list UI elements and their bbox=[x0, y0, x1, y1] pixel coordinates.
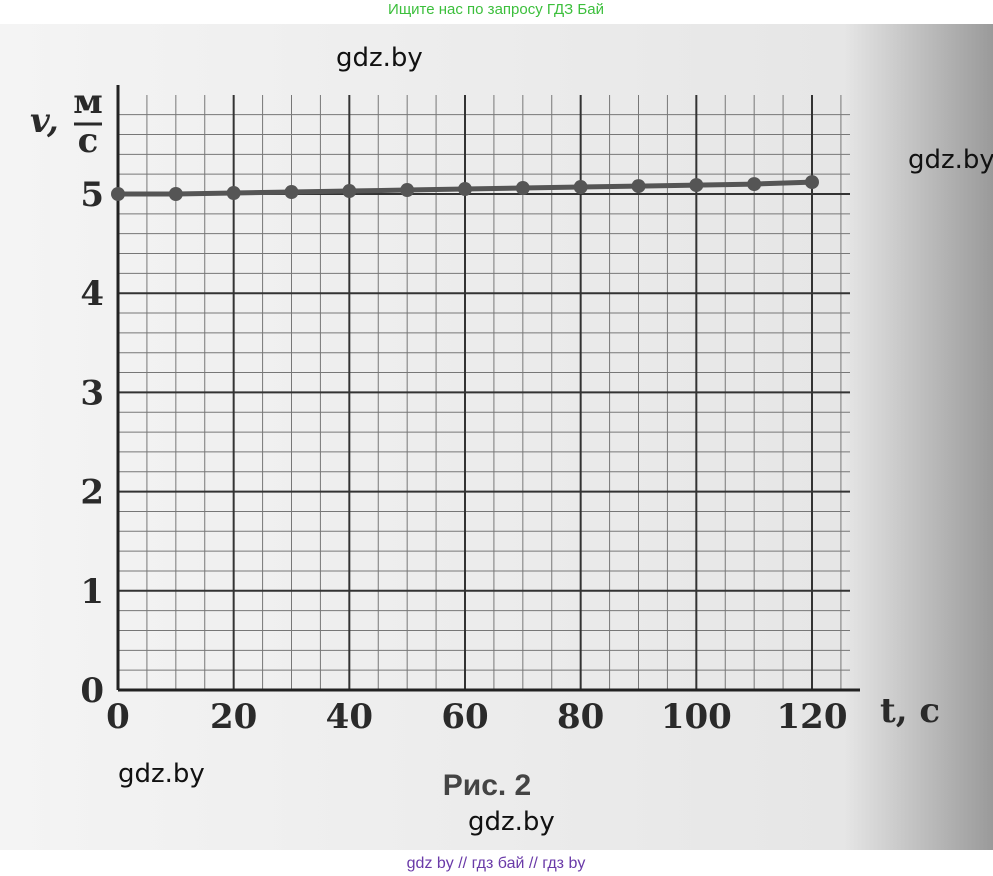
watermark: gdz.by bbox=[336, 43, 423, 73]
watermark: gdz.by bbox=[118, 759, 205, 789]
x-tick-label: 40 bbox=[326, 697, 373, 737]
y-tick-label: 4 bbox=[80, 274, 104, 314]
y-tick-label: 0 bbox=[80, 671, 104, 711]
y-tick-label: 3 bbox=[80, 373, 104, 413]
x-tick-label: 100 bbox=[661, 697, 732, 737]
data-point bbox=[284, 185, 299, 200]
data-point bbox=[400, 183, 415, 198]
data-point bbox=[515, 181, 530, 196]
data-point bbox=[573, 180, 588, 195]
x-tick-label: 80 bbox=[557, 697, 604, 737]
data-point bbox=[226, 186, 241, 201]
x-tick-label: 20 bbox=[210, 697, 257, 737]
x-tick-label: 120 bbox=[777, 697, 848, 737]
x-tick-label: 0 bbox=[106, 697, 130, 737]
data-point bbox=[168, 187, 183, 201]
footer: gdz by // гдз бай // гдз by bbox=[407, 855, 586, 872]
data-point bbox=[458, 182, 472, 197]
watermark: gdz.by bbox=[468, 807, 555, 837]
y-label-symbol: v, bbox=[30, 101, 59, 141]
y-label-numerator: м bbox=[73, 82, 103, 122]
data-point bbox=[747, 177, 762, 192]
x-tick-label: 60 bbox=[441, 697, 488, 737]
watermark: gdz.by bbox=[908, 145, 993, 175]
y-tick-label: 5 bbox=[80, 175, 104, 215]
header-bar bbox=[0, 0, 993, 24]
data-point bbox=[111, 187, 125, 201]
y-tick-label: 2 bbox=[80, 473, 104, 513]
data-point bbox=[342, 184, 357, 199]
header: Ищите нас по запросу ГДЗ Бай bbox=[388, 1, 604, 18]
y-tick-label: 1 bbox=[80, 572, 104, 612]
x-label: t, с bbox=[880, 691, 940, 731]
data-point bbox=[631, 179, 646, 194]
y-label-denominator: с bbox=[78, 121, 99, 161]
plot: 0 20 40 60 80 100 120 0 1 2 3 4 5 bbox=[80, 85, 860, 737]
scan-background bbox=[0, 24, 993, 850]
data-point bbox=[689, 178, 704, 193]
data-point bbox=[805, 175, 819, 190]
footer-bar bbox=[0, 850, 993, 876]
caption: Рис. 2 bbox=[443, 769, 532, 802]
